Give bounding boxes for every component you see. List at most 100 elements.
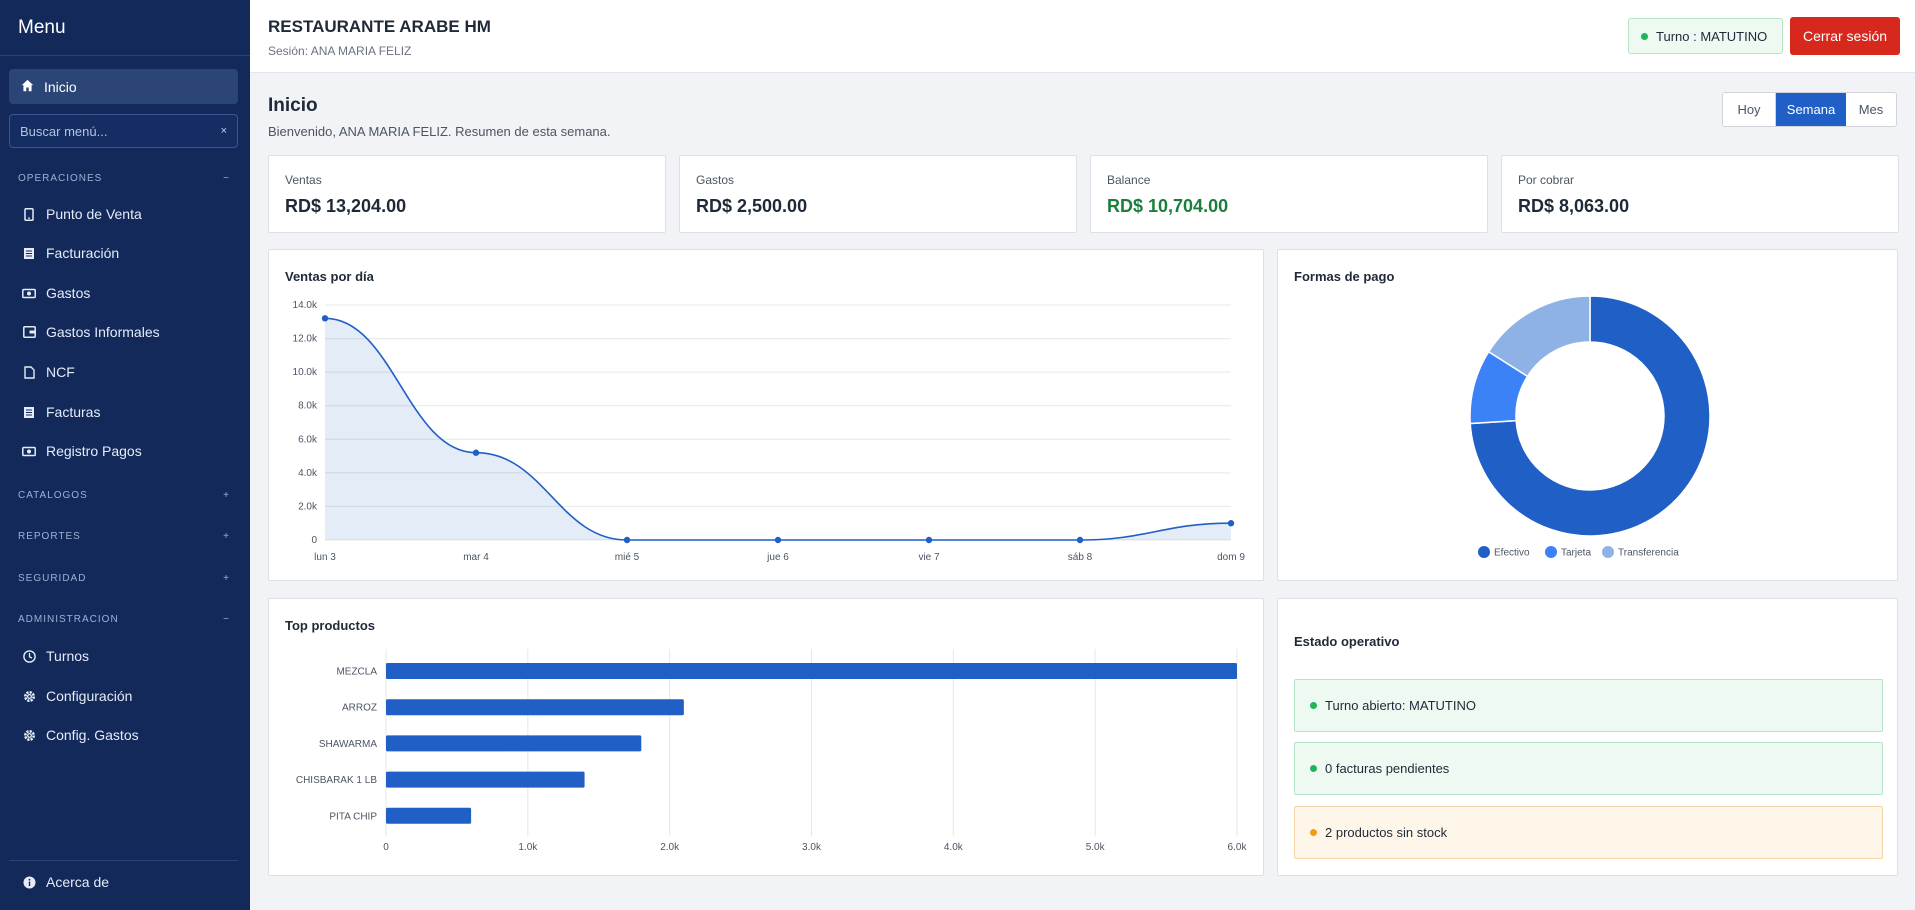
legend-marker — [1545, 546, 1557, 558]
kpi-value: RD$ 10,704.00 — [1107, 196, 1229, 216]
expand-icon[interactable]: + — [223, 531, 230, 542]
section-reportes[interactable]: REPORTES + — [18, 531, 230, 542]
sidebar-item-label: Inicio — [44, 78, 77, 95]
card-title: Ventas por día — [285, 269, 374, 284]
range-mes-button[interactable]: Mes — [1858, 102, 1884, 117]
x-tick-label: 5.0k — [1086, 842, 1106, 853]
y-tick-label: PITA CHIP — [329, 811, 377, 822]
range-semana-button[interactable]: Semana — [1776, 93, 1846, 126]
page-title: Inicio — [268, 95, 318, 116]
x-tick-label: 3.0k — [802, 842, 822, 853]
kpi-balance: Balance RD$ 10,704.00 — [1090, 155, 1488, 233]
sidebar-item-facturas[interactable]: Facturas — [22, 404, 100, 420]
sidebar-title: Menu — [0, 0, 250, 56]
warning-dot-icon — [1310, 829, 1317, 836]
productos-chart-card: Top productos 0 1.0k 2.0k 3.0k 4.0k 5.0k 6.0k M… — [268, 598, 1264, 876]
data-point — [1076, 536, 1084, 544]
bar — [386, 663, 1237, 679]
y-tick-label: SHAWARMA — [319, 739, 377, 750]
kpi-label: Balance — [1107, 173, 1151, 187]
status-stock: 2 productos sin stock — [1294, 806, 1883, 859]
file-icon — [22, 365, 36, 379]
section-label: CATALOGOS — [18, 490, 88, 501]
kpi-label: Ventas — [285, 173, 322, 187]
sidebar-item-label: Punto de Venta — [46, 206, 142, 222]
sidebar-item-label: Gastos Informales — [46, 324, 160, 340]
y-tick-label: 12.0k — [293, 334, 318, 345]
expand-icon[interactable]: + — [223, 573, 230, 584]
x-tick-label: dom 9 — [1217, 552, 1245, 563]
sidebar-item-label: Acerca de — [46, 874, 110, 890]
card-title: Formas de pago — [1294, 269, 1395, 284]
kpi-ventas: Ventas RD$ 13,204.00 — [268, 155, 666, 233]
status-text: Turno abierto: MATUTINO — [1325, 698, 1476, 713]
y-tick-label: 0 — [311, 535, 317, 546]
range-hoy-button[interactable]: Hoy — [1723, 93, 1776, 126]
kpi-por-cobrar: Por cobrar RD$ 8,063.00 — [1501, 155, 1899, 233]
sidebar-item-gastos-informales[interactable]: Gastos Informales — [22, 324, 160, 340]
data-point — [774, 536, 782, 544]
turno-label: Turno : MATUTINO — [1656, 28, 1768, 44]
data-point — [321, 315, 329, 322]
logout-button[interactable]: Cerrar sesión — [1790, 17, 1900, 55]
ventas-line-chart: 0 2.0k 4.0k 6.0k 8.0k 10.0k 12.0k 14.0k lun 3 mar… — [293, 300, 1246, 563]
sidebar-item-label: NCF — [46, 364, 75, 380]
section-catalogos[interactable]: CATALOGOS + — [18, 490, 230, 501]
pie-slice — [1469, 295, 1711, 537]
status-text: 2 productos sin stock — [1325, 825, 1448, 840]
receipt-icon — [22, 405, 36, 419]
sidebar-item-turnos[interactable]: Turnos — [22, 648, 89, 664]
sidebar-item-punto-de-venta[interactable]: Punto de Venta — [22, 206, 142, 222]
sidebar-item-gastos[interactable]: Gastos — [22, 285, 90, 301]
expand-icon[interactable]: + — [223, 490, 230, 501]
sidebar-item-label: Gastos — [46, 285, 91, 301]
y-tick-label: 2.0k — [298, 501, 318, 512]
status-facturas: 0 facturas pendientes — [1294, 742, 1883, 795]
search-clear-icon[interactable]: × — [220, 125, 227, 137]
tablet-icon — [22, 207, 36, 221]
section-label: OPERACIONES — [18, 173, 103, 184]
receipt-icon — [22, 246, 36, 260]
section-seguridad[interactable]: SEGURIDAD + — [18, 573, 230, 584]
money-icon — [22, 286, 36, 300]
card-title: Top productos — [285, 618, 376, 633]
sidebar-item-config-gastos[interactable]: Config. Gastos — [22, 727, 139, 743]
section-administracion[interactable]: ADMINISTRACION − — [18, 614, 230, 625]
sidebar-item-registro-pagos[interactable]: Registro Pagos — [22, 443, 142, 459]
kpi-value: RD$ 8,063.00 — [1518, 196, 1630, 216]
legend-label: Transferencia — [1618, 548, 1679, 559]
sidebar-item-configuracion[interactable]: Configuración — [22, 688, 132, 704]
app-title: RESTAURANTE ARABE HM — [268, 17, 491, 36]
ventas-chart-card: Ventas por día 0 2.0k 4.0k 6.0k 8.0k 10.0k 12.… — [268, 249, 1264, 581]
money-icon — [22, 444, 36, 458]
data-point — [472, 449, 480, 456]
x-tick-label: 4.0k — [944, 842, 964, 853]
estado-card: Estado operativo Turno abierto: MATUTINO… — [1277, 598, 1898, 876]
x-tick-label: lun 3 — [314, 552, 336, 563]
turno-badge: Turno : MATUTINO — [1628, 18, 1783, 54]
x-tick-label: 6.0k — [1228, 842, 1248, 853]
info-icon — [22, 875, 36, 889]
kpi-label: Gastos — [696, 173, 735, 187]
collapse-icon[interactable]: − — [223, 614, 230, 625]
section-label: SEGURIDAD — [18, 573, 87, 584]
section-label: ADMINISTRACION — [18, 614, 119, 625]
menu-search: × — [9, 114, 238, 148]
sidebar-item-facturacion[interactable]: Facturación — [22, 245, 119, 261]
pagos-chart-card: Formas de pago Efectivo Tarjeta Transferen… — [1277, 249, 1898, 581]
gear-icon — [22, 689, 36, 703]
collapse-icon[interactable]: − — [223, 173, 230, 184]
x-tick-label: 0 — [383, 842, 389, 853]
clock-icon — [22, 649, 36, 663]
legend-label: Efectivo — [1494, 548, 1530, 559]
section-label: REPORTES — [18, 531, 81, 542]
data-point — [925, 536, 933, 544]
menu-search-input[interactable] — [20, 123, 210, 139]
sidebar-item-inicio[interactable]: Inicio — [9, 69, 238, 104]
sidebar-item-ncf[interactable]: NCF — [22, 364, 75, 380]
sidebar-item-label: Turnos — [46, 648, 90, 664]
sidebar-item-acerca-de[interactable]: Acerca de — [22, 874, 109, 890]
sidebar-item-label: Facturas — [46, 404, 101, 420]
section-operaciones[interactable]: OPERACIONES − — [18, 173, 230, 184]
kpi-gastos: Gastos RD$ 2,500.00 — [679, 155, 1077, 233]
